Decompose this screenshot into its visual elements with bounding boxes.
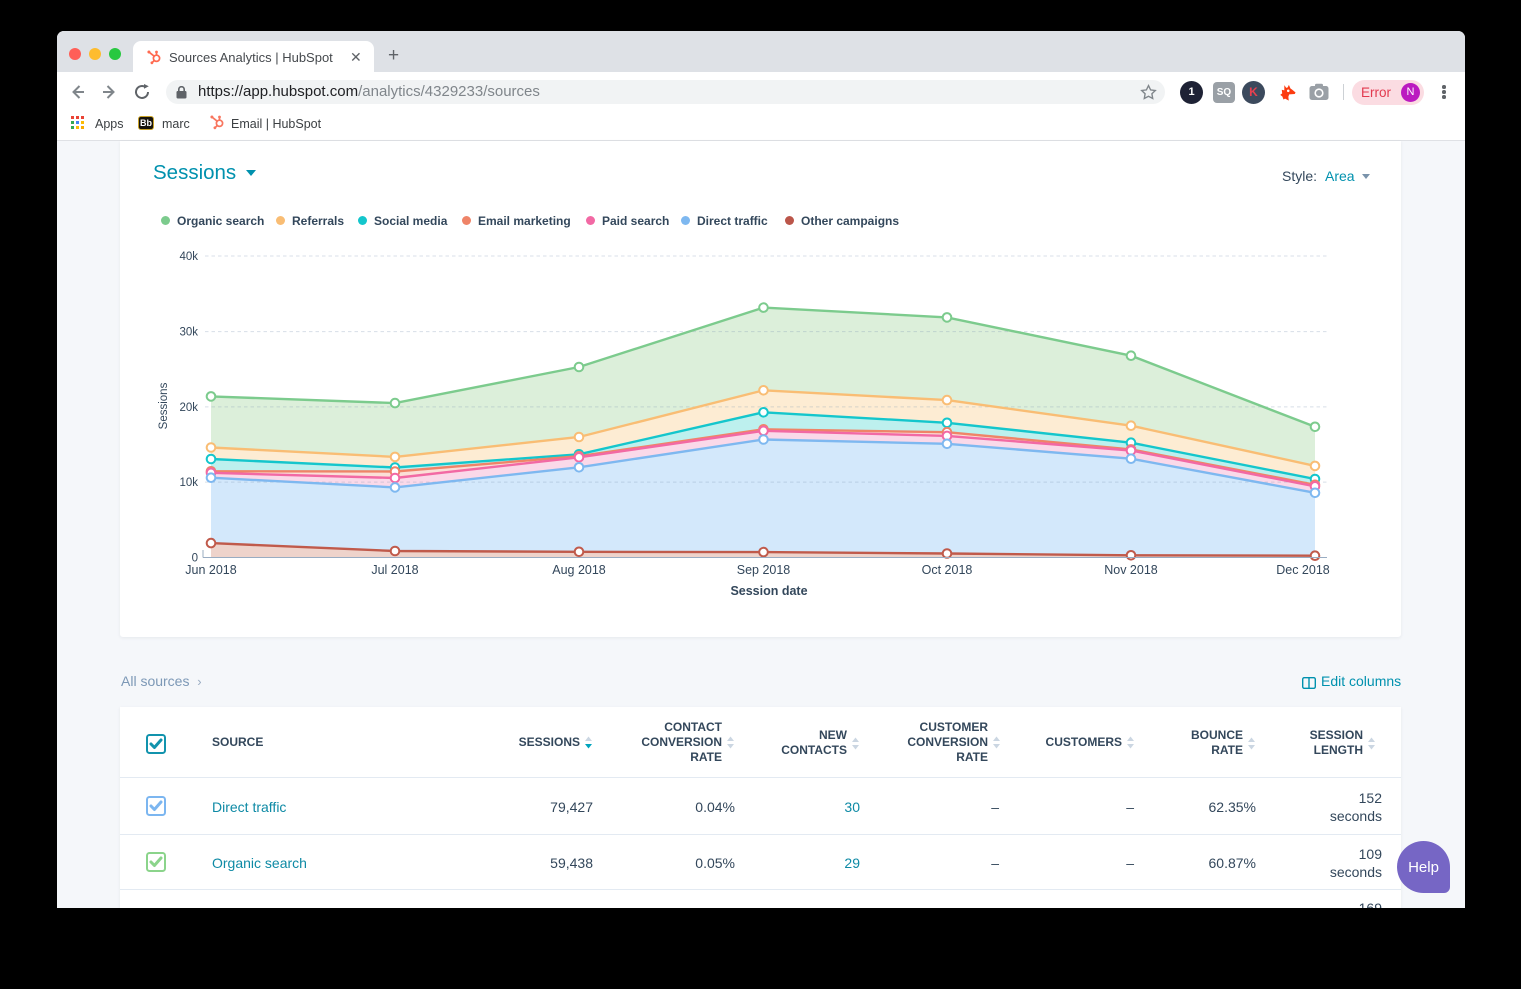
svg-text:Jun 2018: Jun 2018 [185,563,236,577]
svg-text:10k: 10k [179,477,198,489]
svg-text:0: 0 [192,553,198,565]
svg-text:Aug 2018: Aug 2018 [552,563,606,577]
svg-text:Sessions: Sessions [158,382,170,429]
svg-text:Nov 2018: Nov 2018 [1104,563,1158,577]
svg-text:20k: 20k [179,402,198,414]
svg-text:30k: 30k [179,327,198,339]
svg-text:Dec 2018: Dec 2018 [1276,563,1330,577]
svg-text:40k: 40k [179,251,198,263]
svg-text:Jul 2018: Jul 2018 [371,563,418,577]
svg-text:Session date: Session date [730,584,807,598]
svg-text:Oct 2018: Oct 2018 [922,563,973,577]
svg-text:Sep 2018: Sep 2018 [737,563,791,577]
